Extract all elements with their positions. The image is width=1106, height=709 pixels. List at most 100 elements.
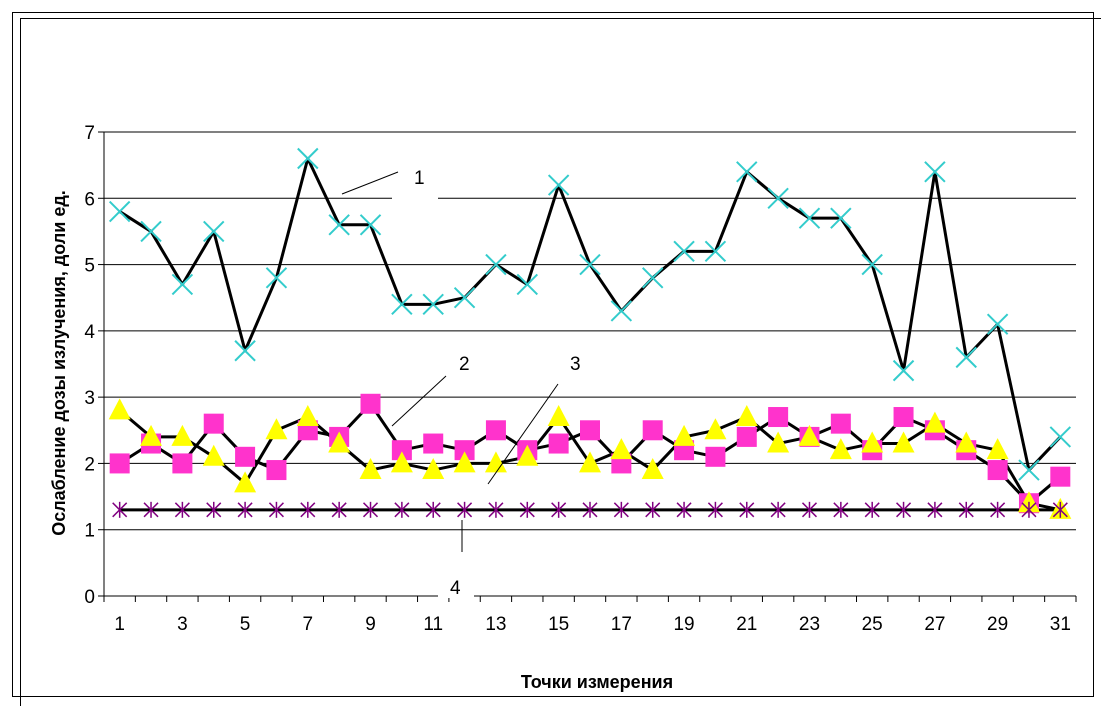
callout-leader bbox=[391, 375, 447, 427]
series-2-point bbox=[987, 460, 1008, 481]
series-1-point bbox=[892, 359, 915, 382]
y-tick-label: 5 bbox=[84, 256, 95, 277]
series-4-point bbox=[488, 501, 504, 518]
series-2-point bbox=[391, 440, 412, 461]
callout-label: 2 bbox=[459, 354, 470, 375]
series-3-point bbox=[829, 438, 852, 460]
x-tick-label: 5 bbox=[240, 614, 251, 635]
series-3-point bbox=[390, 451, 413, 473]
series-3-point bbox=[735, 405, 758, 427]
series-1-point bbox=[736, 161, 758, 183]
series-4-point bbox=[707, 501, 723, 518]
y-axis-label: Ослабление дозы излучения, доли ед. bbox=[49, 190, 69, 536]
y-tick-label: 4 bbox=[84, 322, 95, 343]
series-4-point bbox=[551, 501, 567, 518]
series-4-point bbox=[362, 501, 379, 518]
series-2-point bbox=[485, 420, 506, 441]
series-4-point bbox=[1021, 501, 1037, 518]
x-tick-label: 21 bbox=[736, 614, 757, 635]
series-1-point bbox=[955, 346, 977, 369]
series-3-point bbox=[861, 431, 884, 453]
series-3-point bbox=[359, 458, 382, 480]
x-tick-label: 17 bbox=[611, 614, 632, 635]
series-4-point bbox=[394, 501, 410, 518]
series-3-point bbox=[328, 431, 351, 453]
series-2-point bbox=[109, 453, 130, 474]
series-4-point bbox=[206, 501, 222, 518]
x-axis-label: Точки измерения bbox=[521, 672, 673, 692]
y-tick-labels: 0 1 2 3 4 5 6 7 bbox=[84, 123, 95, 608]
series-1-point bbox=[328, 214, 350, 236]
series-4-point bbox=[174, 501, 190, 518]
series-3-point bbox=[453, 451, 476, 473]
series-1-point bbox=[704, 240, 727, 263]
series-3-point bbox=[171, 424, 194, 446]
series-1-point bbox=[767, 187, 789, 209]
x-tick-label: 27 bbox=[924, 614, 945, 635]
series-3-point bbox=[422, 458, 445, 480]
series-1-point bbox=[861, 253, 883, 276]
x-tick-label: 29 bbox=[987, 614, 1008, 635]
series-3-point bbox=[641, 458, 664, 480]
x-tick-label: 1 bbox=[114, 614, 125, 635]
series-1-point bbox=[391, 293, 413, 316]
series-1-point bbox=[485, 253, 507, 276]
series-1-point bbox=[297, 147, 319, 170]
series-4-point bbox=[613, 501, 629, 518]
series-4-point bbox=[143, 501, 159, 518]
series-3-point bbox=[955, 431, 978, 453]
series-3-point bbox=[892, 431, 915, 453]
series-2-point bbox=[736, 426, 757, 447]
x-tick-label: 11 bbox=[423, 614, 443, 635]
series-2-point bbox=[423, 433, 444, 454]
series-2-point bbox=[642, 420, 663, 441]
series-3-point bbox=[704, 418, 727, 440]
x-tick-labels: 1 3 5 7 9 11 13 15 17 19 21 23 25 27 29 31 bbox=[114, 614, 1071, 635]
callout-label: 3 bbox=[570, 354, 581, 375]
series-3-point bbox=[547, 405, 570, 427]
callout-leader bbox=[487, 383, 559, 485]
series-3-point bbox=[296, 405, 319, 427]
axes bbox=[98, 131, 1077, 602]
series-4-point bbox=[112, 501, 128, 518]
series-1-point bbox=[171, 273, 194, 296]
series-3-point bbox=[579, 451, 601, 473]
series-2-point bbox=[893, 407, 914, 428]
x-tick-label: 7 bbox=[303, 614, 314, 635]
series-3-point bbox=[234, 471, 257, 493]
series-2-point bbox=[1050, 466, 1071, 487]
x-tick-label: 25 bbox=[862, 614, 883, 635]
series-3-point bbox=[986, 438, 1009, 460]
series-1-point bbox=[234, 340, 256, 362]
series-4-point bbox=[331, 501, 347, 518]
y-tick-label: 0 bbox=[84, 587, 95, 608]
series-4-point bbox=[927, 501, 943, 518]
series-2-point bbox=[705, 446, 726, 467]
series-4-point bbox=[300, 501, 316, 518]
series-4-point bbox=[676, 501, 692, 518]
series-3-point bbox=[108, 398, 131, 420]
series-1-point bbox=[359, 214, 382, 236]
series-1-point bbox=[108, 200, 131, 223]
series-3-point bbox=[1017, 491, 1040, 513]
series-3-point bbox=[484, 451, 507, 473]
y-tick-label: 2 bbox=[84, 454, 95, 475]
series-1-point bbox=[453, 287, 476, 309]
series-1-point bbox=[1018, 459, 1040, 481]
series-2-point bbox=[172, 453, 193, 474]
series-4-point bbox=[519, 501, 535, 518]
series-3-point bbox=[265, 418, 288, 440]
series-3-point bbox=[140, 424, 163, 446]
series-3-point bbox=[767, 431, 790, 453]
series-2-point bbox=[580, 420, 600, 441]
callouts: 1 2 3 4 bbox=[341, 160, 581, 599]
series-4-point bbox=[645, 501, 661, 518]
series-3-point bbox=[798, 424, 821, 446]
series-4-point bbox=[958, 501, 974, 518]
series-1-point bbox=[516, 273, 538, 296]
series-4-point bbox=[1052, 501, 1068, 518]
gridlines bbox=[104, 131, 1076, 531]
chart-area-border bbox=[20, 18, 1101, 706]
series-3-point bbox=[610, 438, 633, 460]
